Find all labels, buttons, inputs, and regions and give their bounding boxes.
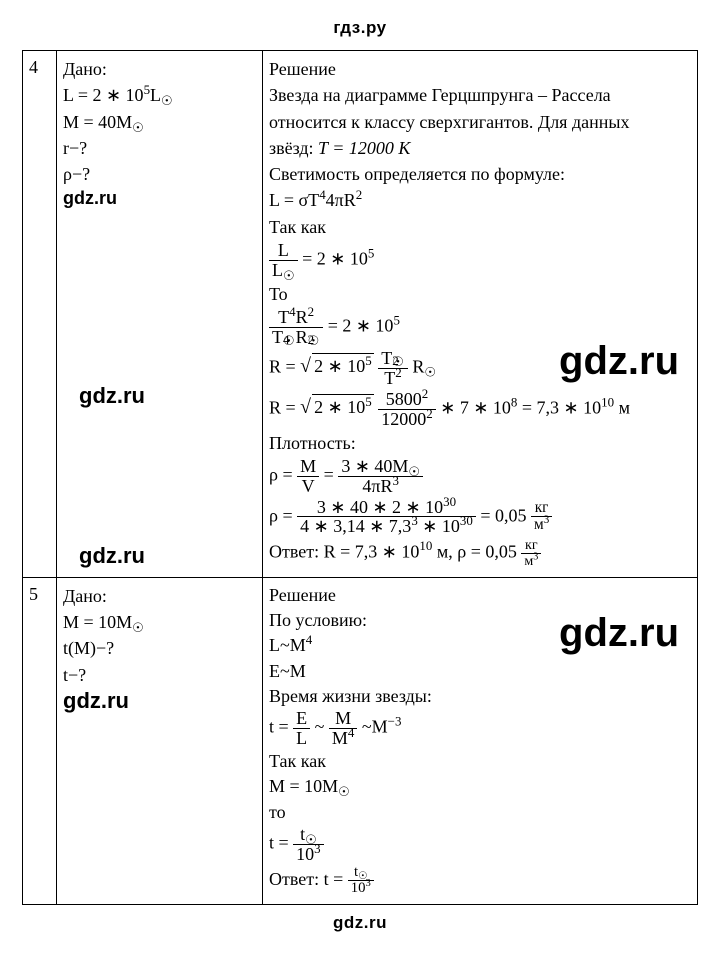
solution-text: то: [269, 800, 691, 824]
answer: Ответ: R = 7,3 ∗ 1010 м, ρ = 0,05 кгм3: [269, 538, 691, 568]
formula: R = 2 ∗ 105 T☉2T2 R☉: [269, 349, 691, 388]
watermark: gdz.ru: [79, 381, 145, 411]
problem-number: 5: [23, 577, 57, 904]
solution-text: То: [269, 282, 691, 306]
solution-text: звёзд: T = 12000 К: [269, 136, 691, 160]
given-line: t(M)−?: [63, 636, 256, 660]
formula: ρ = 3 ∗ 40 ∗ 2 ∗ 10304 ∗ 3,14 ∗ 7,33 ∗ 1…: [269, 498, 691, 537]
given-cell: Дано: M = 10M☉ t(M)−? t−? gdz.ru: [57, 577, 263, 904]
given-line: ρ−?: [63, 162, 256, 186]
watermark: gdz.ru: [63, 686, 129, 716]
formula: LL☉ = 2 ∗ 105: [269, 241, 691, 280]
formula: L = σT44πR2: [269, 188, 691, 212]
table-row: 5 Дано: M = 10M☉ t(M)−? t−? gdz.ru Решен…: [23, 577, 698, 904]
solution-cell: Решение Звезда на диаграмме Герцшпрунга …: [263, 51, 698, 578]
given-cell: Дано: L = 2 ∗ 105L☉ M = 40M☉ r−? ρ−? gdz…: [57, 51, 263, 578]
formula: T4R2 T☉4R☉2 = 2 ∗ 105: [269, 308, 691, 347]
given-line: L = 2 ∗ 105L☉: [63, 83, 256, 107]
table-row: 4 Дано: L = 2 ∗ 105L☉ M = 40M☉ r−? ρ−? g…: [23, 51, 698, 578]
page: гдз.ру 4 Дано: L = 2 ∗ 105L☉ M = 40M☉ r−…: [0, 0, 720, 975]
solution-text: относится к классу сверхгигантов. Для да…: [269, 110, 691, 134]
formula: R = 2 ∗ 105 58002120002 ∗ 7 ∗ 108 = 7,3 …: [269, 390, 691, 429]
formula: E~M: [269, 659, 691, 683]
formula: M = 10M☉: [269, 774, 691, 798]
formula: ρ = MV = 3 ∗ 40M☉4πR3: [269, 457, 691, 496]
formula: L~M4: [269, 633, 691, 657]
solution-text: Звезда на диаграмме Герцшпрунга – Рассел…: [269, 83, 691, 107]
formula: t = t☉103: [269, 825, 691, 864]
solution-text: По условию:: [269, 608, 691, 632]
solution-title: Решение: [269, 583, 691, 607]
solutions-table: 4 Дано: L = 2 ∗ 105L☉ M = 40M☉ r−? ρ−? g…: [22, 50, 698, 905]
solution-text: Светимость определяется по формуле:: [269, 162, 691, 186]
solution-cell: Решение По условию: L~M4 E~M Время жизни…: [263, 577, 698, 904]
solution-text: Так как: [269, 215, 691, 239]
page-footer: gdz.ru: [22, 913, 698, 933]
given-line: M = 40M☉: [63, 110, 256, 134]
solution-text: Так как: [269, 749, 691, 773]
solution-title: Решение: [269, 57, 691, 81]
given-title: Дано:: [63, 584, 256, 608]
solution-text: Плотность:: [269, 431, 691, 455]
page-header: гдз.ру: [22, 18, 698, 38]
given-line: t−?: [63, 663, 256, 687]
answer: Ответ: t = t☉103: [269, 865, 691, 897]
formula: t = EL ~ MM4 ~M−3: [269, 709, 691, 748]
given-line: M = 10M☉: [63, 610, 256, 634]
given-line: r−?: [63, 136, 256, 160]
watermark: gdz.ru: [63, 186, 117, 210]
watermark: gdz.ru: [79, 541, 145, 571]
problem-number: 4: [23, 51, 57, 578]
solution-text: Время жизни звезды:: [269, 684, 691, 708]
given-title: Дано:: [63, 57, 256, 81]
